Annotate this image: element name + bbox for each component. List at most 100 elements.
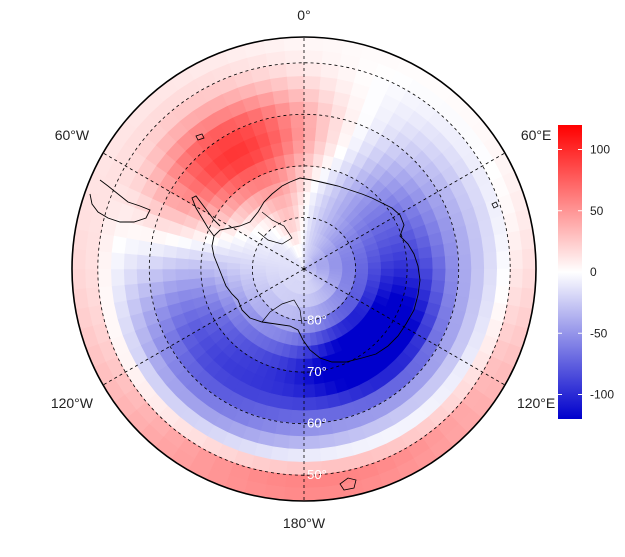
graticule [97, 37, 511, 501]
field-cell [296, 191, 305, 206]
field-cell [468, 237, 485, 255]
field-cell [239, 268, 253, 275]
field-cell [393, 259, 408, 270]
field-cell [342, 264, 356, 270]
field-cell [123, 268, 138, 286]
field-cell [303, 165, 314, 180]
field-cell [430, 244, 446, 259]
field-cell [298, 204, 305, 218]
field-cell [84, 249, 99, 270]
field-cell [289, 422, 305, 437]
field-cell [313, 382, 327, 398]
longitude-labels: 0° 60°W 60°E 120°W 120°E 180°W [51, 7, 555, 531]
longitude-label: 120°E [517, 395, 555, 411]
field-cell [84, 268, 99, 289]
colorbar: 100 50 0 -50 -100 [558, 125, 614, 419]
meridian-line [303, 152, 506, 270]
field-cell [367, 261, 382, 270]
longitude-label: 0° [297, 7, 310, 23]
field-cell [483, 251, 498, 270]
field-cell [286, 75, 305, 90]
field-cell [136, 239, 153, 256]
field-cell [270, 76, 289, 92]
latitude-label: 50° [307, 467, 327, 482]
field-cell [457, 268, 472, 284]
meridian-line [303, 268, 506, 386]
field-cell [270, 446, 289, 462]
field-cell [285, 62, 305, 77]
field-cell [468, 283, 485, 301]
field-cell [161, 268, 176, 282]
field-cell [285, 461, 305, 476]
map-boundary [71, 36, 537, 502]
field-cell [318, 88, 336, 105]
field-cell [314, 395, 329, 411]
field-cell [457, 254, 472, 270]
field-cell [303, 101, 319, 116]
field-cell [406, 268, 421, 280]
field-cell [496, 250, 511, 270]
field-cell [188, 277, 203, 290]
latitude-label: 60° [307, 416, 327, 431]
field-cell [509, 268, 524, 289]
field-cell [272, 433, 290, 450]
field-cell [481, 235, 497, 254]
field-cell [291, 126, 305, 141]
field-cell [432, 256, 447, 270]
field-cell [509, 249, 524, 270]
colorbar-ticks: 100 50 0 -50 -100 [558, 143, 614, 402]
field-cell [303, 37, 325, 52]
field-cell [187, 268, 202, 280]
field-cell [291, 397, 305, 412]
anomaly-field [72, 37, 536, 501]
coastlines [89, 133, 499, 491]
meridian-line [102, 268, 305, 386]
field-cell [455, 239, 472, 256]
field-cell [293, 371, 305, 386]
meridian-line [102, 152, 305, 270]
field-cell [200, 268, 215, 279]
field-cell [295, 178, 305, 193]
field-cell [319, 76, 338, 92]
field-cell [287, 88, 305, 103]
latitude-label: 80° [307, 313, 327, 328]
field-cell [303, 448, 322, 463]
field-cell [303, 486, 325, 501]
field-cell [187, 258, 202, 270]
field-cell [110, 268, 125, 287]
field-cell [136, 282, 153, 299]
field-cell [72, 268, 87, 290]
field-cell [443, 241, 459, 257]
field-cell [292, 139, 305, 154]
field-cell [319, 446, 338, 462]
field-cell [111, 235, 127, 254]
field-cell [226, 268, 241, 277]
field-cell [303, 397, 317, 412]
field-cell [303, 75, 322, 90]
field-cell [303, 332, 312, 347]
field-cell [521, 268, 536, 290]
field-cell [283, 486, 305, 501]
field-cell [110, 251, 125, 270]
field-cell [303, 62, 323, 77]
field-cell [303, 113, 318, 129]
field-cell [294, 358, 305, 373]
south-america-tip [89, 179, 151, 223]
field-cell [289, 101, 305, 116]
field-cell [284, 49, 305, 64]
field-cell [483, 268, 498, 287]
field-cell [136, 268, 151, 284]
longitude-label: 60°E [521, 127, 552, 143]
new-zealand-island [339, 477, 357, 491]
weddell-ice-shelf [257, 211, 293, 245]
field-cell [272, 88, 290, 105]
field-cell [303, 49, 324, 64]
longitude-label: 180°W [283, 515, 326, 531]
field-cell [161, 256, 176, 270]
colorbar-tick-label: -50 [590, 326, 608, 340]
field-cell [149, 281, 165, 297]
field-cell [303, 88, 321, 103]
field-cell [281, 140, 295, 156]
field-cell [496, 268, 511, 288]
